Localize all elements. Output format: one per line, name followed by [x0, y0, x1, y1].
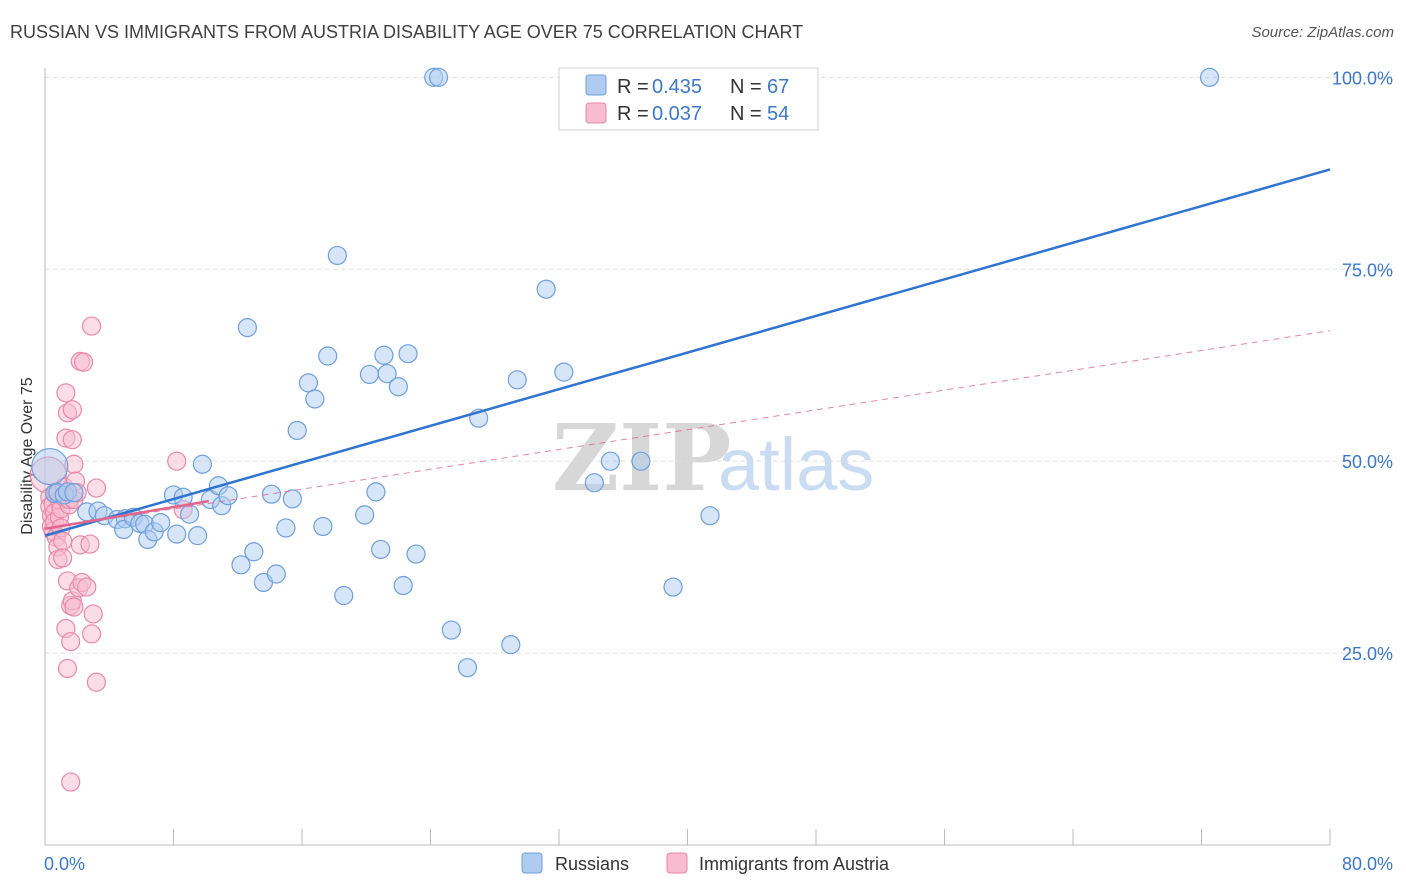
point-russians: [192, 454, 213, 474]
point-russians: [536, 279, 556, 299]
point-russians: [457, 658, 478, 678]
source-label: Source: ZipAtlas.com: [1251, 24, 1394, 41]
point-russians: [600, 451, 621, 471]
y-tick-label: 75.0%: [1342, 260, 1393, 280]
point-russians: [441, 620, 461, 640]
point-russians: [261, 484, 282, 504]
point-russians: [584, 473, 604, 493]
point-russians: [355, 505, 375, 525]
point-russians: [151, 512, 171, 533]
trendline-austria-dashed: [44, 330, 1331, 530]
legend-bottom-swatch-russians: [521, 852, 543, 874]
series-immigrants-from-austria: [29, 316, 193, 792]
chart-title: RUSSIAN VS IMMIGRANTS FROM AUSTRIA DISAB…: [10, 22, 804, 42]
point-russians: [1199, 67, 1220, 87]
point-russians: [428, 67, 449, 87]
legend-n-label-1: N =: [730, 76, 762, 98]
point-russians: [318, 346, 338, 366]
point-immigrants-from-austria: [167, 451, 187, 471]
y-tick-label: 50.0%: [1342, 452, 1393, 472]
point-immigrants-from-austria: [77, 577, 97, 597]
point-russians: [359, 364, 380, 385]
legend-n-value-1: 67: [767, 76, 789, 98]
point-immigrants-from-austria: [56, 383, 76, 403]
point-russians: [631, 451, 651, 471]
point-russians: [305, 389, 325, 409]
point-immigrants-from-austria: [64, 597, 84, 617]
point-immigrants-from-austria: [81, 624, 102, 644]
point-russians: [501, 635, 521, 655]
point-immigrants-from-austria: [86, 672, 107, 692]
point-russians: [298, 373, 319, 393]
point-russians: [187, 526, 208, 546]
point-russians: [377, 364, 397, 384]
legend-r-value-2: 0.037: [652, 103, 702, 125]
point-immigrants-from-austria: [73, 352, 94, 372]
point-russians: [393, 575, 413, 596]
y-tick-labels: 25.0% 50.0% 75.0% 100.0%: [1332, 68, 1393, 664]
legend-n-value-2: 54: [767, 103, 789, 125]
point-russians: [398, 344, 418, 364]
x-tick-label-min: 0.0%: [44, 854, 85, 874]
x-tick-label-max: 80.0%: [1342, 854, 1393, 874]
point-russians: [366, 482, 386, 502]
series-legend: Russians Immigrants from Austria: [521, 852, 890, 874]
point-russians: [374, 345, 394, 365]
point-immigrants-from-austria: [62, 400, 82, 420]
legend-r-value-1: 0.435: [652, 76, 702, 98]
trendlines: [44, 168, 1331, 537]
y-axis-label: Disability Age Over 75: [19, 377, 36, 535]
point-russians: [327, 245, 347, 266]
point-russians: [388, 377, 408, 397]
point-russians: [64, 483, 84, 503]
correlation-legend: R = 0.435 N = 67 R = 0.037 N = 54: [558, 67, 819, 131]
point-russians: [507, 370, 527, 390]
point-russians: [237, 318, 257, 338]
legend-bottom-swatch-austria: [666, 852, 688, 874]
y-tick-label: 100.0%: [1332, 68, 1393, 88]
point-russians: [244, 542, 264, 562]
legend-swatch-austria: [585, 102, 607, 124]
legend-bottom-label-austria: Immigrants from Austria: [699, 854, 890, 874]
point-immigrants-from-austria: [86, 478, 107, 498]
point-russians: [554, 362, 574, 382]
series-russians: [31, 67, 1220, 678]
trendline-russians: [44, 168, 1331, 537]
watermark-atlas: atlas: [718, 423, 874, 506]
point-russians: [266, 564, 286, 584]
point-russians: [179, 504, 200, 524]
point-immigrants-from-austria: [81, 316, 102, 336]
point-russians: [276, 518, 296, 538]
legend-bottom-label-russians: Russians: [555, 854, 629, 874]
point-russians: [406, 544, 426, 564]
point-russians: [334, 585, 354, 606]
trendline-austria-solid: [44, 499, 210, 530]
point-russians: [282, 489, 302, 509]
point-russians: [287, 420, 307, 441]
x-tick-labels: 0.0% 80.0%: [44, 854, 1393, 874]
point-russians: [663, 577, 683, 597]
legend-swatch-russians: [585, 74, 607, 96]
point-immigrants-from-austria: [61, 772, 81, 792]
legend-n-label-2: N =: [730, 103, 762, 125]
point-immigrants-from-austria: [57, 658, 78, 679]
point-immigrants-from-austria: [53, 548, 73, 568]
legend-r-label-1: R =: [617, 76, 649, 98]
point-russians: [231, 555, 251, 575]
point-immigrants-from-austria: [83, 604, 103, 624]
point-russians: [167, 524, 187, 544]
point-immigrants-from-austria: [53, 531, 73, 551]
point-russians: [218, 486, 238, 506]
point-immigrants-from-austria: [80, 534, 100, 554]
point-immigrants-from-austria: [62, 430, 82, 450]
point-russians: [313, 516, 333, 537]
point-russians: [700, 506, 720, 526]
point-immigrants-from-austria: [61, 631, 81, 652]
y-tick-label: 25.0%: [1342, 644, 1393, 664]
point-russians: [31, 447, 69, 486]
legend-r-label-2: R =: [617, 103, 649, 125]
point-russians: [371, 539, 391, 560]
